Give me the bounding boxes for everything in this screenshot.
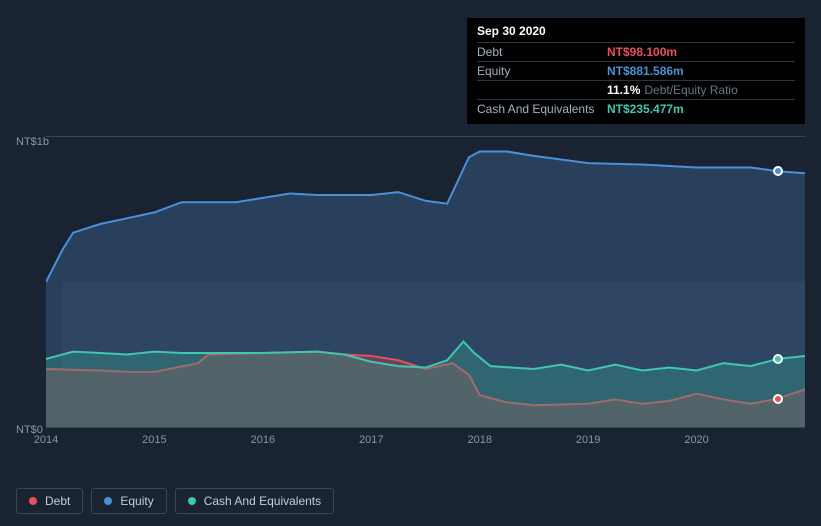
legend: Debt Equity Cash And Equivalents — [16, 488, 334, 514]
x-axis-tick: 2017 — [359, 434, 383, 446]
tooltip-panel: Sep 30 2020 DebtNT$98.100mEquityNT$881.5… — [467, 18, 805, 124]
x-axis-tick: 2018 — [467, 434, 491, 446]
legend-item-cash-and-equivalents[interactable]: Cash And Equivalents — [175, 488, 334, 514]
tooltip-value: NT$881.586m — [607, 64, 684, 78]
tooltip-label: Debt — [477, 45, 607, 59]
y-axis-label: NT$1b — [16, 136, 49, 148]
legend-dot-icon — [188, 497, 196, 505]
marker-cash-and-equivalents — [773, 354, 783, 364]
x-axis-tick: 2019 — [576, 434, 600, 446]
tooltip-value: 11.1% — [607, 83, 640, 97]
plot-area[interactable] — [46, 136, 805, 428]
tooltip-note: Debt/Equity Ratio — [644, 83, 737, 97]
marker-equity — [773, 166, 783, 176]
tooltip-label: Cash And Equivalents — [477, 102, 607, 116]
tooltip-row: Cash And EquivalentsNT$235.477m — [477, 99, 795, 118]
area-chart — [46, 137, 805, 427]
tooltip-date: Sep 30 2020 — [477, 24, 795, 42]
tooltip-value: NT$98.100m — [607, 45, 677, 59]
marker-debt — [773, 394, 783, 404]
x-axis-tick: 2020 — [684, 434, 708, 446]
legend-dot-icon — [104, 497, 112, 505]
legend-label: Cash And Equivalents — [204, 494, 321, 508]
x-axis-labels: 2014201520162017201820192020 — [46, 434, 805, 452]
legend-item-equity[interactable]: Equity — [91, 488, 166, 514]
legend-label: Equity — [120, 494, 153, 508]
tooltip-row: 11.1% Debt/Equity Ratio — [477, 80, 795, 99]
legend-item-debt[interactable]: Debt — [16, 488, 83, 514]
x-axis-tick: 2014 — [34, 434, 58, 446]
legend-dot-icon — [29, 497, 37, 505]
x-axis-tick: 2016 — [251, 434, 275, 446]
tooltip-value: NT$235.477m — [607, 102, 684, 116]
legend-label: Debt — [45, 494, 70, 508]
tooltip-row: EquityNT$881.586m — [477, 61, 795, 80]
tooltip-label — [477, 83, 607, 97]
tooltip-label: Equity — [477, 64, 607, 78]
tooltip-row: DebtNT$98.100m — [477, 42, 795, 61]
chart-container: NT$1bNT$0 2014201520162017201820192020 — [16, 118, 805, 476]
x-axis-tick: 2015 — [142, 434, 166, 446]
